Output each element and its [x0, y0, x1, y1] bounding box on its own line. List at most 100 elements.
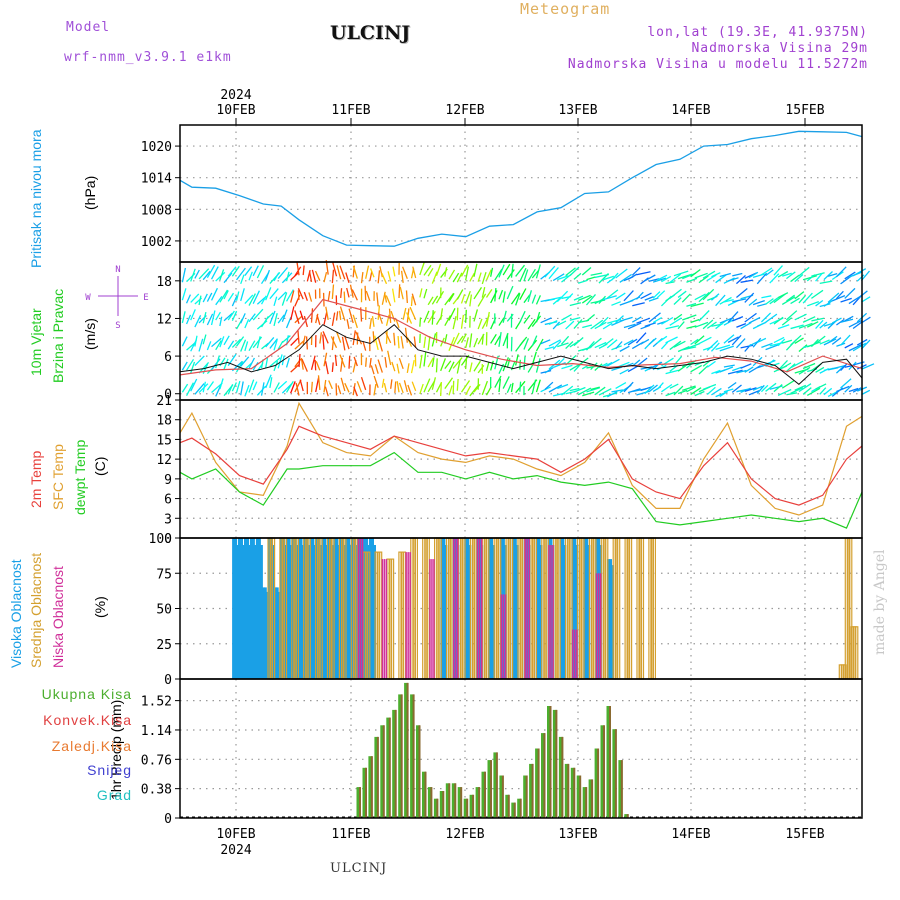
wind-arrow: [477, 293, 487, 307]
wind-arrow: [339, 265, 346, 280]
wind-arrow: [235, 291, 240, 301]
wind-arrow: [223, 290, 229, 300]
mid-cloud-bar: [533, 537, 538, 680]
wind-arrow: [765, 298, 774, 305]
low-cloud-bar: [478, 538, 481, 679]
wind-arrow: [719, 345, 735, 352]
wind-arrow: [210, 310, 216, 326]
wind-arrow: [385, 295, 392, 307]
wind-arrow: [790, 274, 800, 283]
wind-arrow: [398, 357, 404, 370]
wind-arrow: [252, 308, 264, 321]
ytick-label: 21: [156, 394, 172, 409]
ytick-label: 25: [156, 638, 172, 653]
wind-arrow: [265, 336, 275, 348]
wind-arrow: [235, 380, 241, 393]
wind-arrow: [340, 377, 346, 392]
wind-arrow: [694, 293, 706, 301]
wind-arrow: [303, 315, 308, 328]
wind-arrow: [860, 339, 871, 350]
wind-arrow: [706, 340, 719, 352]
wind-arrow: [296, 261, 300, 276]
wind-arrow: [677, 290, 687, 298]
high-cloud-bar: [347, 538, 351, 679]
wind-arrow: [665, 391, 676, 397]
total-precip-bar: [439, 791, 444, 818]
low-cloud-bar: [599, 573, 602, 680]
wind-arrow: [535, 264, 541, 279]
mid-cloud-bar: [616, 537, 621, 680]
low-cloud-bar: [383, 559, 386, 679]
wind-arrow: [752, 337, 762, 348]
wind-arrow: [831, 337, 842, 345]
wind-arrow: [473, 263, 478, 277]
wind-arrow: [777, 338, 786, 347]
wind-arrow: [181, 383, 189, 393]
wind-arrow: [682, 314, 697, 321]
low-cloud-bar: [359, 538, 362, 679]
wind-arrow: [806, 387, 821, 396]
high-cloud-bar: [315, 538, 319, 679]
wind-arrow: [752, 385, 763, 391]
wind-arrow: [448, 308, 456, 321]
wind-arrow: [331, 284, 335, 299]
wind-arrow: [273, 296, 278, 307]
mid-cloud-bar: [628, 537, 633, 680]
wind-arrow: [798, 266, 810, 277]
wind-arrow: [352, 265, 358, 279]
low-cloud-bar: [550, 545, 552, 679]
wind-arrow: [719, 272, 731, 278]
meteogram-label: Meteogram: [520, 0, 611, 18]
total-precip-bar: [392, 709, 397, 818]
wind-arrow: [765, 343, 780, 351]
wind-arrow: [210, 287, 218, 301]
wind-arrow: [265, 312, 274, 321]
compass-label: N: [115, 265, 120, 275]
legend-total-rain: Ukupna Kisa: [41, 686, 132, 702]
wind-arrow: [690, 318, 700, 324]
wind-arrow: [240, 274, 245, 285]
total-precip-bar: [511, 802, 516, 818]
total-precip-bar: [552, 709, 557, 818]
wind-arrow: [502, 291, 506, 303]
ytick-label: 1.52: [141, 695, 172, 710]
high-cloud-bar: [240, 538, 243, 679]
wind-arrow: [531, 379, 537, 394]
high-cloud-bar: [309, 538, 313, 679]
wind-arrow: [373, 375, 379, 388]
wind-arrow: [248, 340, 256, 352]
wind-arrow: [623, 381, 634, 393]
wind-arrow: [423, 336, 427, 349]
ytick-label: 1002: [141, 235, 172, 250]
wind-arrow: [786, 271, 796, 280]
wind-arrow: [781, 296, 796, 306]
wind-arrow: [355, 331, 363, 345]
wind-arrow: [431, 357, 435, 368]
total-precip-bar: [368, 756, 373, 818]
wind-arrow: [465, 385, 472, 396]
wind-arrow: [448, 336, 455, 351]
wind-arrow: [606, 358, 620, 367]
low-cloud-bar: [476, 538, 479, 679]
wind-arrow: [281, 309, 288, 322]
total-precip-bar: [582, 787, 587, 818]
high-cloud-bar: [232, 538, 236, 679]
wind-arrow: [469, 272, 475, 282]
high-cloud-bar: [329, 538, 333, 679]
ytick-label: 75: [156, 567, 172, 582]
wind-arrow: [706, 386, 716, 396]
wind-arrow: [349, 284, 354, 298]
mid-cloud-bar: [854, 626, 859, 680]
wind-arrow: [519, 267, 527, 283]
wind-arrow: [365, 290, 371, 302]
wind-arrow: [519, 336, 528, 347]
total-precip-bar: [416, 725, 420, 818]
wind-arrow: [815, 319, 824, 329]
low-cloud-bar: [433, 559, 435, 679]
wind-arrow: [802, 316, 816, 323]
conv-precip-bar: [501, 775, 504, 818]
wind-arrow: [353, 356, 358, 367]
conv-precip-bar: [620, 760, 623, 818]
wind-arrow: [423, 351, 427, 367]
wind-arrow: [582, 324, 593, 329]
